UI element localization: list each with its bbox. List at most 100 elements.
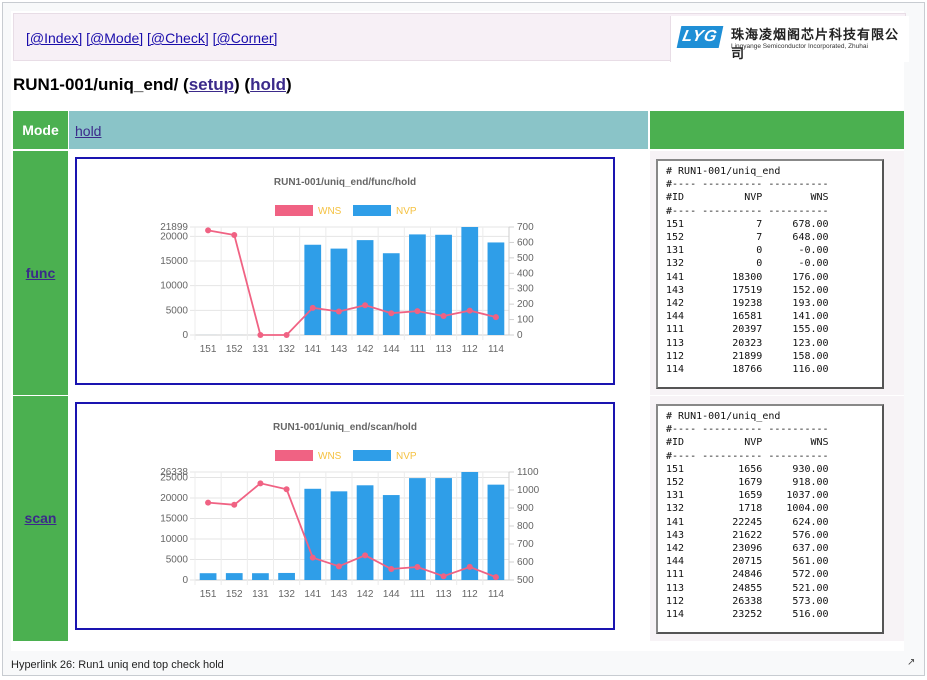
report-line: # RUN1-001/uniq_end — [666, 166, 781, 177]
bar-nvp — [304, 488, 322, 580]
y-right-tick-label: 800 — [517, 521, 534, 532]
setup-link[interactable]: setup — [188, 75, 235, 94]
bar-nvp — [225, 573, 243, 580]
bar-nvp — [382, 253, 400, 335]
point-wns — [257, 480, 264, 487]
report-line: 111 20397 155.00 — [666, 324, 829, 336]
y-left-tick-label: 15000 — [160, 256, 188, 267]
x-tick-label: 151 — [200, 589, 217, 600]
x-tick-label: 132 — [278, 589, 295, 600]
y-right-tick-label: 200 — [517, 299, 534, 310]
line-wns — [208, 482, 497, 578]
report-line: 113 24855 521.00 — [666, 582, 829, 594]
x-tick-label: 144 — [383, 589, 400, 600]
row-link-func[interactable]: func — [25, 265, 56, 281]
point-wns — [362, 552, 369, 559]
x-tick-label: 141 — [304, 344, 321, 355]
y-left-tick-label: 20000 — [160, 493, 188, 504]
report-line: 141 22245 624.00 — [666, 516, 829, 528]
point-wns — [440, 573, 447, 580]
report-line: # RUN1-001/uniq_end — [666, 411, 781, 422]
report-line: 141 18300 176.00 — [666, 271, 829, 283]
x-tick-label: 141 — [304, 589, 321, 600]
y-left-tick-label: 0 — [182, 575, 188, 586]
title-end: ) — [285, 75, 292, 94]
point-wns — [466, 563, 473, 570]
report-line: #---- ---------- ---------- — [666, 450, 829, 462]
mode-header: Mode — [13, 111, 68, 149]
nav-link-mode[interactable]: [@Mode] — [86, 30, 144, 46]
legend-swatch-wns — [275, 205, 313, 216]
y-left-tick-label: 20000 — [160, 231, 188, 242]
chart-cell-scan: RUN1-001/uniq_end/scan/hold WNS NVP 0 5000 10… — [69, 396, 648, 641]
x-tick-label: 113 — [436, 589, 452, 600]
bar-nvp — [435, 234, 452, 335]
point-wns — [335, 308, 342, 315]
hold-link[interactable]: hold — [250, 75, 286, 94]
x-tick-label: 111 — [410, 589, 426, 600]
y-left-tick-label: 26338 — [160, 467, 188, 478]
company-logo: LYG 珠海凌烟阁芯片科技有限公司 Lingyange Semiconducto… — [670, 16, 909, 62]
expand-icon[interactable]: ↗ — [907, 657, 916, 668]
x-tick-label: 112 — [462, 589, 478, 600]
y-right-tick-label: 700 — [517, 539, 534, 550]
legend-label-nvp: NVP — [396, 451, 417, 462]
report-line: 132 1718 1004.00 — [666, 503, 829, 515]
report-line: 112 26338 573.00 — [666, 595, 829, 607]
report-line: 112 21899 158.00 — [666, 350, 829, 362]
page-title: RUN1-001/uniq_end/ (setup) (hold) — [13, 75, 292, 95]
chart-title: RUN1-001/uniq_end/func/hold — [274, 177, 416, 188]
report-line: 152 1679 918.00 — [666, 477, 829, 489]
bar-nvp — [252, 573, 269, 580]
y-right-tick-label: 900 — [517, 503, 534, 514]
point-wns — [492, 314, 499, 321]
report-line: 131 0 -0.00 — [666, 245, 829, 257]
x-tick-label: 144 — [383, 344, 400, 355]
report-line: 143 17519 152.00 — [666, 284, 829, 296]
y-left-tick-label: 5000 — [166, 305, 189, 316]
point-wns — [388, 566, 395, 573]
legend-swatch-wns — [275, 450, 313, 461]
nav-link-index[interactable]: [@Index] — [26, 30, 83, 46]
header-right-cell — [650, 111, 904, 149]
row-header-func: func — [13, 151, 68, 395]
mode-hold-link[interactable]: hold — [75, 123, 102, 139]
y-left-tick-label: 0 — [182, 330, 188, 341]
y-right-tick-label: 600 — [517, 557, 534, 568]
x-tick-label: 131 — [252, 344, 269, 355]
point-wns — [335, 563, 342, 570]
nav-link-corner[interactable]: [@Corner] — [212, 30, 278, 46]
nav-link-check[interactable]: [@Check] — [147, 30, 209, 46]
y-left-tick-label: 10000 — [160, 281, 188, 292]
y-right-tick-label: 1000 — [517, 485, 540, 496]
report-line: #---- ---------- ---------- — [666, 424, 829, 436]
y-right-tick-label: 500 — [517, 575, 534, 586]
point-wns — [283, 486, 290, 493]
report-line: 144 20715 561.00 — [666, 556, 829, 568]
x-tick-label: 143 — [331, 589, 348, 600]
point-wns — [414, 308, 421, 315]
bar-nvp — [199, 573, 217, 580]
bar-nvp — [330, 248, 348, 335]
report-line: 143 21622 576.00 — [666, 529, 829, 541]
chart-title: RUN1-001/uniq_end/scan/hold — [273, 422, 417, 433]
line-wns — [207, 229, 497, 336]
chart-cell-func: RUN1-001/uniq_end/func/hold WNS NVP 0 5000 10… — [69, 151, 648, 395]
figure-caption: Hyperlink 26: Run1 uniq end top check ho… — [11, 659, 224, 671]
report-line: 152 7 648.00 — [666, 232, 829, 244]
x-tick-label: 152 — [226, 589, 243, 600]
bar-nvp — [409, 478, 426, 580]
x-tick-label: 112 — [462, 344, 478, 355]
y-right-tick-label: 300 — [517, 284, 534, 295]
y-right-tick-label: 700 — [517, 222, 534, 233]
bar-nvp — [382, 495, 400, 580]
chart-func: RUN1-001/uniq_end/func/hold WNS NVP 0 5000 10… — [75, 157, 615, 385]
point-wns — [231, 232, 238, 239]
row-link-scan[interactable]: scan — [24, 510, 57, 526]
point-wns — [309, 554, 316, 561]
report-line: #ID NVP WNS — [666, 437, 829, 449]
report-line: 114 23252 516.00 — [666, 609, 829, 621]
point-wns — [492, 574, 499, 581]
y-left-tick-label: 10000 — [160, 534, 188, 545]
